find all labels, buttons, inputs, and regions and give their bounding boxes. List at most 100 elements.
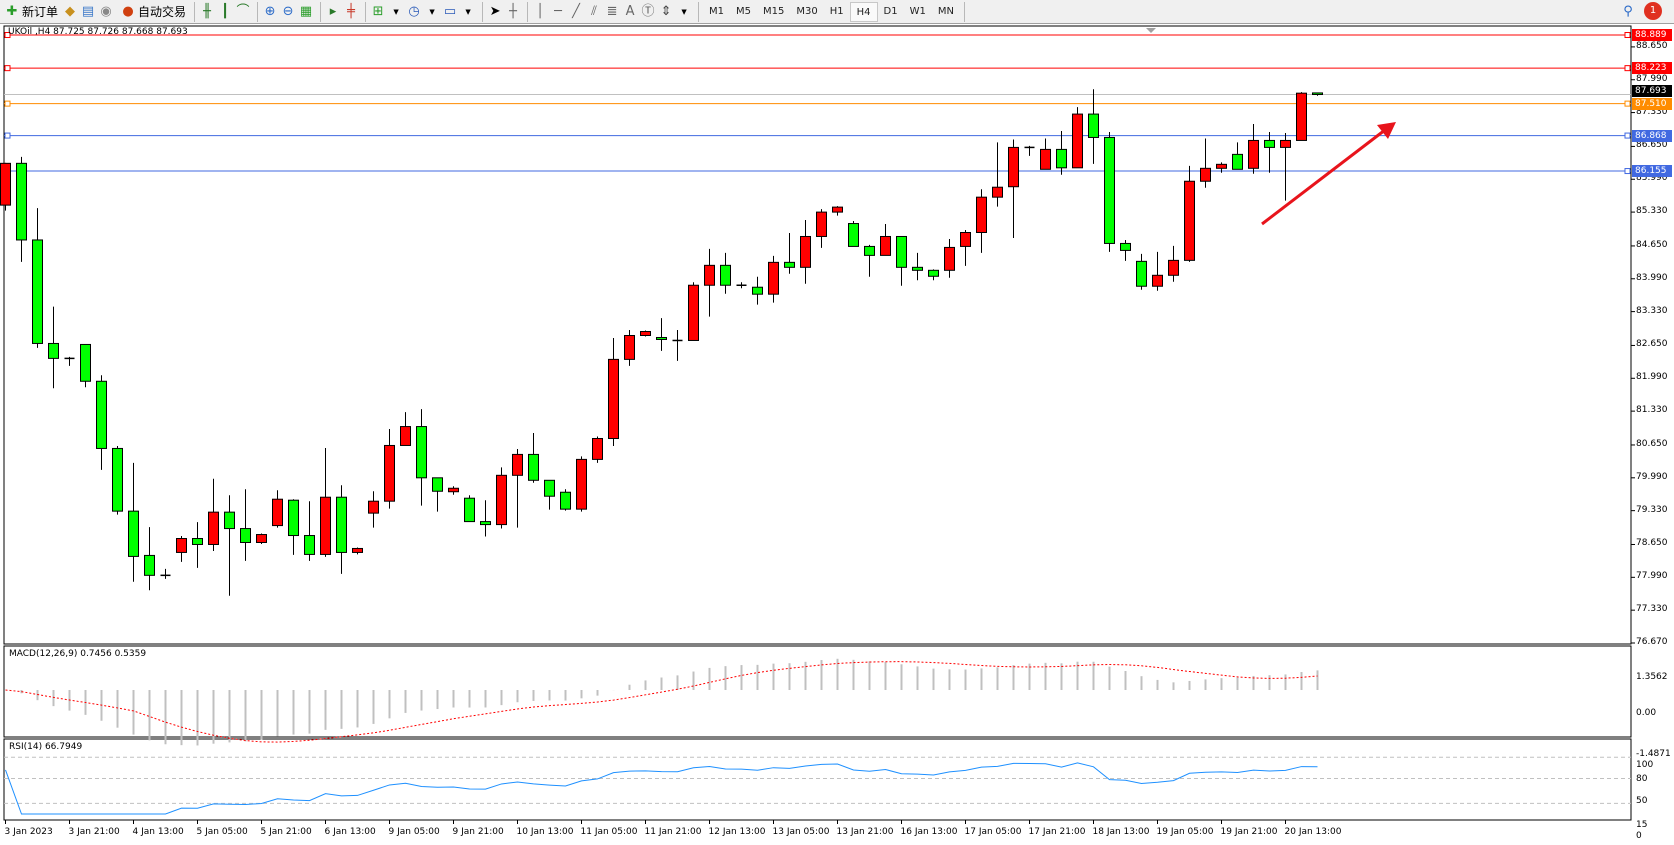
candle-body bbox=[16, 162, 27, 241]
arrows-icon[interactable]: ⇕ bbox=[660, 3, 672, 19]
chevron-down-icon[interactable]: ▼ bbox=[393, 7, 399, 16]
horizontal-line-icon[interactable]: ─ bbox=[554, 3, 562, 19]
chart-shift-icon[interactable]: ▸ bbox=[329, 3, 337, 19]
level-price-tag: 87.510 bbox=[1632, 97, 1672, 110]
crosshair-icon[interactable]: ┼ bbox=[509, 3, 517, 19]
candle-body bbox=[224, 511, 235, 530]
level-price-tag: 86.868 bbox=[1632, 129, 1672, 142]
notifications-badge[interactable]: 1 bbox=[1644, 2, 1662, 20]
candle-body bbox=[1312, 92, 1323, 96]
candle-body bbox=[1136, 260, 1147, 287]
candle bbox=[832, 206, 843, 216]
auto-trading-button[interactable]: ● 自动交易 bbox=[116, 1, 190, 23]
candle bbox=[480, 500, 491, 537]
candlestick-chart-icon[interactable]: ┃ bbox=[221, 3, 229, 19]
time-axis-label: 3 Jan 2023 bbox=[4, 827, 53, 837]
candle bbox=[496, 467, 507, 529]
zoom-in-icon[interactable]: ⊕ bbox=[264, 3, 276, 19]
candle bbox=[1104, 131, 1115, 252]
tile-windows-icon[interactable]: ▦ bbox=[299, 3, 313, 19]
candle bbox=[32, 208, 43, 348]
candle bbox=[576, 456, 587, 512]
line-chart-icon[interactable]: ⌒ bbox=[236, 3, 250, 19]
candle bbox=[64, 356, 75, 366]
chevron-down-icon[interactable]: ▼ bbox=[465, 7, 471, 16]
data-window-icon[interactable]: ▤ bbox=[81, 3, 95, 19]
candle bbox=[1168, 245, 1179, 282]
price-axis-label: 85.330 bbox=[1636, 206, 1668, 217]
timeframe-mn[interactable]: MN bbox=[937, 5, 954, 17]
chevron-down-icon[interactable]: ▼ bbox=[429, 7, 435, 16]
price-axis-label: 78.650 bbox=[1636, 538, 1668, 549]
time-axis-label: 16 Jan 13:00 bbox=[900, 827, 958, 837]
periods-clock-icon[interactable]: ◷ bbox=[408, 3, 420, 19]
trendline-icon[interactable]: ╱ bbox=[572, 3, 580, 19]
bar-chart-icon[interactable]: ╫ bbox=[203, 3, 211, 19]
main-panel bbox=[3, 25, 1632, 645]
signals-icon[interactable]: ◉ bbox=[100, 3, 112, 19]
timeframe-m15[interactable]: M15 bbox=[763, 5, 785, 17]
timeframe-d1[interactable]: D1 bbox=[883, 5, 898, 17]
candle-body bbox=[512, 453, 523, 476]
candle-body bbox=[1232, 153, 1243, 170]
new-order-button[interactable]: ✚ 新订单 bbox=[0, 1, 62, 23]
vertical-line-icon[interactable]: │ bbox=[536, 3, 544, 19]
candle bbox=[304, 501, 315, 561]
candle-body bbox=[1184, 180, 1195, 261]
level-handle bbox=[4, 132, 11, 139]
candle bbox=[560, 489, 571, 511]
separator bbox=[257, 1, 259, 22]
candle bbox=[448, 486, 459, 495]
price-axis-label: 76.670 bbox=[1636, 637, 1668, 647]
chart-canvas[interactable] bbox=[0, 24, 1674, 842]
candle-body bbox=[480, 521, 491, 526]
candle bbox=[160, 568, 171, 579]
chart-window[interactable]: UKOil ,H4 87.725 87.726 87.668 87.693 MA… bbox=[0, 24, 1674, 842]
candle bbox=[944, 238, 955, 278]
timeframe-w1[interactable]: W1 bbox=[909, 5, 926, 17]
candle bbox=[1008, 139, 1019, 238]
auto-trading-icon: ● bbox=[122, 3, 134, 19]
level-price-tag: 88.223 bbox=[1632, 62, 1672, 75]
candle bbox=[1072, 107, 1083, 169]
candle-body bbox=[1088, 113, 1099, 138]
autoscroll-icon[interactable]: ╪ bbox=[347, 3, 355, 19]
cursor-icon[interactable]: ➤ bbox=[489, 3, 501, 19]
candle-body bbox=[880, 235, 891, 256]
search-icon[interactable]: ⚲ bbox=[1623, 3, 1633, 19]
zoom-out-icon[interactable]: ⊖ bbox=[282, 3, 294, 19]
time-axis-label: 17 Jan 21:00 bbox=[1028, 827, 1086, 837]
candle-body bbox=[1104, 136, 1115, 244]
equidistant-channel-icon[interactable]: ⫽ bbox=[591, 3, 597, 19]
candle-body bbox=[384, 444, 395, 502]
candle bbox=[816, 209, 827, 248]
chevron-down-icon[interactable]: ▼ bbox=[681, 7, 687, 16]
candle-body bbox=[208, 511, 219, 545]
macd-header: MACD(12,26,9) 0.7456 0.5359 bbox=[9, 649, 147, 659]
templates-icon[interactable]: ▭ bbox=[443, 3, 457, 19]
candle bbox=[752, 276, 763, 305]
timeframe-m5[interactable]: M5 bbox=[736, 5, 752, 17]
text-label-icon[interactable]: Ⓣ bbox=[641, 3, 655, 19]
candle bbox=[1280, 132, 1291, 201]
timeframe-m1[interactable]: M1 bbox=[709, 5, 725, 17]
level-handle bbox=[1624, 132, 1631, 139]
candle bbox=[848, 221, 859, 247]
indicators-icon[interactable]: ⊞ bbox=[372, 3, 384, 19]
fibonacci-icon[interactable]: ≣ bbox=[606, 3, 618, 19]
candle bbox=[80, 343, 91, 388]
candle bbox=[1296, 92, 1307, 141]
market-watch-icon[interactable]: ◆ bbox=[65, 3, 76, 19]
text-icon[interactable]: A bbox=[625, 3, 635, 19]
level-handle bbox=[1624, 168, 1631, 175]
time-axis-label: 3 Jan 21:00 bbox=[68, 827, 120, 837]
candle bbox=[672, 330, 683, 361]
separator bbox=[365, 1, 367, 22]
timeframe-h1[interactable]: H1 bbox=[829, 5, 844, 17]
timeframe-h4[interactable]: H4 bbox=[849, 1, 878, 22]
candle-body bbox=[928, 269, 939, 277]
timeframe-m30[interactable]: M30 bbox=[796, 5, 818, 17]
price-axis-label: 80.650 bbox=[1636, 438, 1668, 449]
new-order-label: 新订单 bbox=[22, 5, 59, 19]
time-axis-label: 12 Jan 13:00 bbox=[708, 827, 766, 837]
